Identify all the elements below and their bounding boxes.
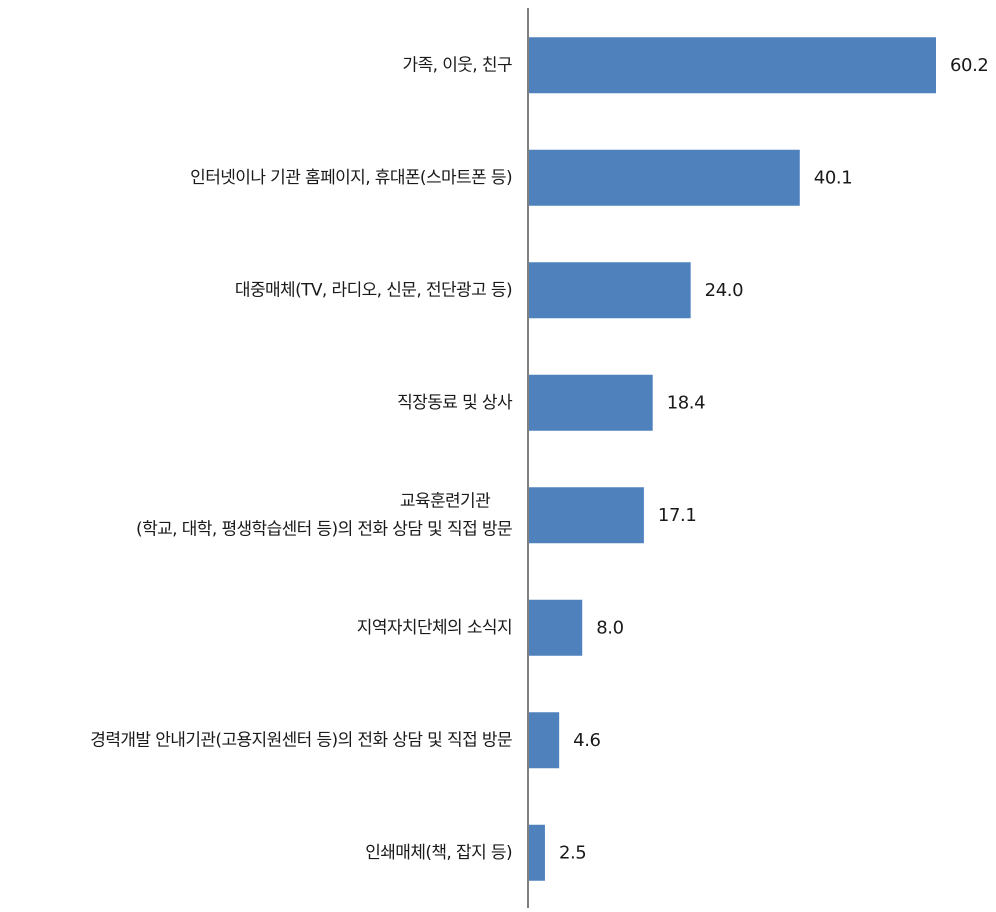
category-label-4: 직장동료 및 상사: [397, 393, 513, 413]
bar-8: [528, 824, 545, 881]
value-label-7: 4.6: [573, 730, 600, 751]
value-label-8: 2.5: [559, 842, 586, 863]
value-label-1: 60.2: [950, 55, 988, 76]
bar-3: [528, 262, 691, 319]
category-label-1: 가족, 이웃, 친구: [403, 55, 512, 75]
category-label-8: 인쇄매체(책, 잡지 등): [365, 843, 512, 863]
category-label-5-line-2: (학교, 대학, 평생학습센터 등)의 전화 상담 및 직접 방문: [136, 519, 512, 539]
bar-7: [528, 712, 560, 769]
value-label-4: 18.4: [667, 392, 705, 413]
bars-layer: [528, 37, 936, 881]
bar-4: [528, 374, 653, 431]
value-label-3: 24.0: [705, 280, 743, 301]
category-label-2: 인터넷이나 기관 홈페이지, 휴대폰(스마트폰 등): [190, 168, 512, 188]
value-labels-layer: 60.2 40.1 24.0 18.4 17.1 8.0 4.6 2.5: [559, 55, 989, 864]
bar-1: [528, 37, 936, 94]
bar-6: [528, 599, 583, 656]
value-label-2: 40.1: [814, 167, 852, 188]
value-label-6: 8.0: [596, 617, 623, 638]
bar-5: [528, 487, 644, 544]
category-label-5-line-1: 교육훈련기관: [400, 491, 490, 511]
category-label-7: 경력개발 안내기관(고용지원센터 등)의 전화 상담 및 직접 방문: [90, 730, 512, 750]
bar-2: [528, 149, 800, 206]
value-label-5: 17.1: [658, 505, 696, 526]
category-label-6: 지역자치단체의 소식지: [357, 618, 512, 638]
category-label-3: 대중매체(TV, 라디오, 신문, 전단광고 등): [235, 280, 512, 300]
